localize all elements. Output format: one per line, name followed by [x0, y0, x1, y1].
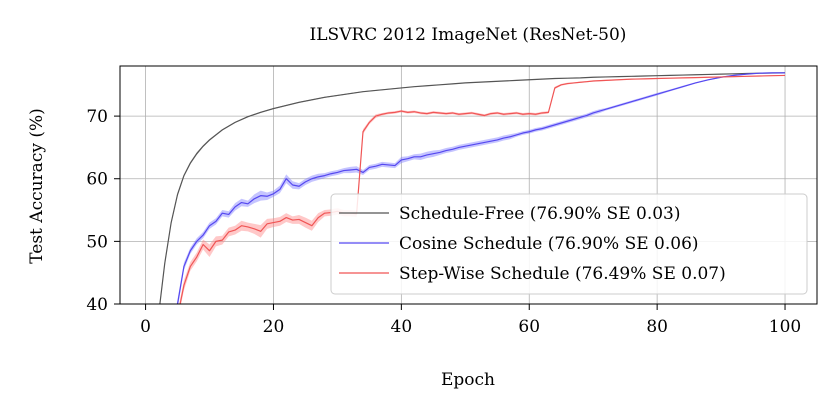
series-lines	[159, 72, 786, 304]
legend: Schedule-Free (76.90% SE 0.03) Cosine Sch…	[330, 193, 808, 295]
series-1-line	[176, 72, 786, 304]
legend-label-0: Schedule-Free (76.90% SE 0.03)	[399, 204, 681, 224]
x-tick-label: 80	[646, 317, 668, 337]
series-1-error-band	[176, 72, 786, 304]
error-bands	[159, 72, 786, 304]
x-tick-label: 0	[140, 317, 151, 337]
legend-box	[330, 193, 808, 295]
x-tick-label: 20	[263, 317, 285, 337]
x-tick-label: 40	[391, 317, 413, 337]
y-tick-label: 70	[86, 107, 108, 127]
series-2-line	[179, 74, 786, 304]
plot-area	[119, 65, 818, 305]
x-axis-ticks: 0 20 40 60 80 100	[140, 304, 801, 337]
plot-frame	[119, 65, 818, 305]
y-axis-title: Test Accuracy (%)	[27, 108, 47, 264]
y-tick-label: 40	[86, 295, 108, 315]
legend-label-2: Step-Wise Schedule (76.49% SE 0.07)	[399, 264, 726, 284]
chart-title: ILSVRC 2012 ImageNet (ResNet-50)	[310, 25, 627, 45]
x-axis-title: Epoch	[441, 370, 495, 390]
y-tick-label: 60	[86, 170, 108, 190]
y-axis-ticks: 40 50 60 70	[86, 107, 120, 315]
legend-label-1: Cosine Schedule (76.90% SE 0.06)	[399, 234, 699, 254]
series-0-line	[159, 72, 786, 304]
x-tick-label: 100	[769, 317, 801, 337]
x-tick-label: 60	[518, 317, 540, 337]
y-tick-label: 50	[86, 232, 108, 252]
